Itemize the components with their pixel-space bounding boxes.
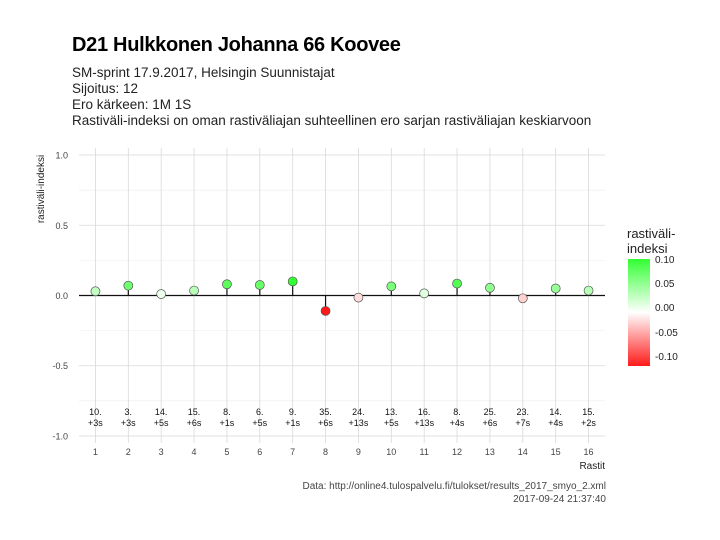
data-point (517, 293, 528, 304)
diff-label: +1s (220, 418, 235, 428)
rank-label: 3. (125, 407, 133, 417)
x-tick-label: 7 (290, 447, 295, 457)
data-point (123, 280, 134, 291)
diff-label: +1s (285, 418, 300, 428)
rank-label: 10. (89, 407, 102, 417)
diff-label: +5s (252, 418, 267, 428)
legend-tick: 0.05 (655, 279, 675, 290)
subtitle-line: Rastiväli-indeksi on oman rastiväliajan … (72, 113, 592, 128)
rank-label: 6. (256, 407, 264, 417)
x-tick-label: 6 (257, 447, 262, 457)
x-tick-label: 12 (452, 447, 462, 457)
rank-label: 8. (223, 407, 231, 417)
data-point (90, 286, 101, 297)
data-point (222, 279, 232, 290)
rank-label: 16. (418, 407, 431, 417)
x-tick-label: 2 (126, 447, 131, 457)
diff-label: +13s (414, 418, 434, 428)
rank-label: 35. (319, 407, 332, 417)
rank-label: 14. (549, 407, 562, 417)
diff-label: +3s (88, 418, 103, 428)
data-point (320, 306, 331, 316)
diff-label: +5s (154, 418, 169, 428)
data-point (189, 285, 199, 296)
page-title: D21 Hulkkonen Johanna 66 Koovee (72, 34, 401, 56)
data-point (287, 276, 298, 287)
data-point (485, 282, 495, 293)
marks: 10.+3s3.+3s14.+5s15.+6s8.+1s6.+5s9.+1s35… (88, 276, 596, 428)
legend-tick: -0.10 (655, 352, 678, 363)
x-tick-label: 11 (420, 447, 429, 457)
diff-label: +6s (483, 418, 498, 428)
rank-label: 14. (155, 407, 168, 417)
subtitle-line: SM-sprint 17.9.2017, Helsingin Suunnista… (72, 65, 335, 80)
timestamp: 2017-09-24 21:37:40 (513, 494, 606, 505)
rank-label: 8. (453, 407, 461, 417)
x-tick-label: 10 (386, 447, 396, 457)
rank-label: 13. (385, 407, 398, 417)
x-tick-label: 1 (93, 447, 98, 457)
y-tick-label: -0.5 (52, 361, 68, 371)
legend-tick: 0.10 (655, 255, 675, 266)
x-tick-label: 9 (356, 447, 361, 457)
y-axis-label: rastiväli-indeksi (36, 155, 47, 223)
diff-label: +7s (515, 418, 530, 428)
legend-tick: -0.05 (655, 328, 678, 339)
legend-title-line: rastiväli- (627, 226, 676, 241)
diff-label: +6s (318, 418, 333, 428)
subtitle-line: Sijoitus: 12 (72, 81, 139, 96)
legend-tick: 0.00 (655, 303, 675, 314)
x-tick-label: 13 (485, 447, 495, 457)
axes: 1.00.50.0-0.5-1.01 2 3 4 5 6 7 8 9 10 11 12 13 14 15 16 (52, 151, 605, 457)
x-tick-label: 14 (518, 447, 528, 457)
x-tick-label: 3 (159, 447, 164, 457)
legend-title-line: indeksi (627, 241, 668, 256)
x-tick-label: 16 (584, 447, 594, 457)
diff-label: +6s (187, 418, 202, 428)
x-tick-label: 15 (551, 447, 561, 457)
legend-colorbar (628, 259, 650, 366)
x-tick-label: 8 (323, 447, 328, 457)
legend-title: rastiväli- indeksi (627, 226, 675, 256)
rank-label: 23. (517, 407, 530, 417)
data-point (254, 280, 265, 290)
y-tick-label: 1.0 (55, 151, 68, 161)
subtitle-line: Ero kärkeen: 1M 1S (72, 97, 192, 112)
diff-label: +4s (548, 418, 563, 428)
rank-label: 15. (582, 407, 595, 417)
data-point (156, 289, 167, 299)
data-point (583, 285, 594, 296)
data-point (452, 278, 462, 289)
diff-label: +3s (121, 418, 136, 428)
rank-label: 25. (484, 407, 497, 417)
diff-label: +13s (349, 418, 369, 428)
rank-label: 9. (289, 407, 297, 417)
data-point (419, 288, 430, 299)
diff-label: +4s (450, 418, 465, 428)
data-point (550, 283, 561, 294)
y-tick-label: 0.0 (55, 291, 68, 301)
x-tick-label: 4 (192, 447, 197, 457)
y-tick-label: 0.5 (55, 221, 68, 231)
rank-label: 15. (188, 407, 201, 417)
y-tick-label: -1.0 (52, 431, 68, 441)
x-tick-label: 5 (224, 447, 229, 457)
x-axis-label: Rastit (579, 461, 605, 472)
diff-label: +2s (581, 418, 596, 428)
data-point (353, 292, 364, 303)
data-point (386, 281, 397, 292)
diff-label: +5s (384, 418, 399, 428)
data-source: Data: http://online4.tulospalvelu.fi/tul… (302, 481, 606, 492)
rank-label: 24. (352, 407, 365, 417)
